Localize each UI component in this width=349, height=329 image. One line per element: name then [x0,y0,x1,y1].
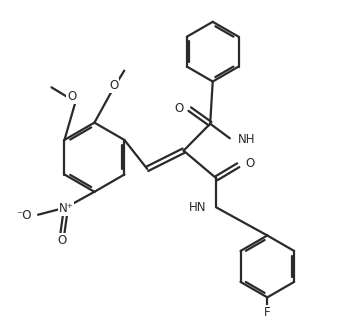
Text: NH: NH [238,133,255,145]
Text: O: O [58,234,67,247]
Text: N⁺: N⁺ [59,202,73,215]
Text: HN: HN [189,201,206,214]
Text: O: O [109,79,118,92]
Text: ⁻O: ⁻O [16,209,31,222]
Text: O: O [245,157,255,170]
Text: O: O [174,102,183,115]
Text: F: F [264,306,270,319]
Text: O: O [67,90,76,103]
